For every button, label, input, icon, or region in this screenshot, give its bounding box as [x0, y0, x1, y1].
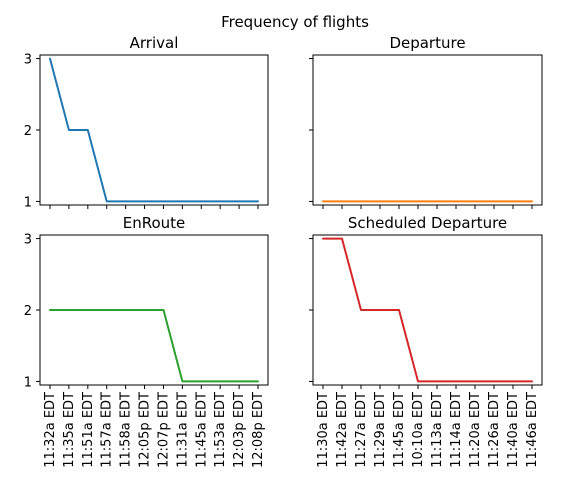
subplot-departure: Departure [309, 34, 543, 209]
subplot-title: Arrival [130, 34, 179, 52]
x-tick-label: 11:27a EDT [354, 392, 369, 468]
x-tick-label: 11:20a EDT [468, 392, 483, 468]
y-tick-label: 2 [24, 304, 32, 319]
y-tick-label: 1 [24, 195, 32, 210]
subplot-enroute: EnRoute 1 2 3 11:32a EDT 11:35a EDT 11:51a EDT… [24, 214, 269, 468]
x-tick-label: 11:13a EDT [430, 392, 445, 468]
y-tick-label: 1 [24, 375, 32, 390]
x-tick-label: 11:35a EDT [62, 392, 77, 468]
subplot-title: Scheduled Departure [348, 214, 507, 232]
subplot-title: Departure [389, 34, 465, 52]
x-tick-label: 11:58a EDT [119, 392, 134, 468]
series-line [49, 57, 259, 203]
subplot-scheduled-departure: Scheduled Departure 11:30a EDT 11:42a EDT 1… [309, 214, 543, 468]
y-tick-label: 3 [24, 233, 32, 248]
y-tick-label: 3 [24, 53, 32, 68]
x-tick-label: 11:45a EDT [392, 392, 407, 468]
x-tick-label: 11:46a EDT [525, 392, 540, 468]
axes-frame [312, 54, 543, 206]
x-tick-label: 11:40a EDT [506, 392, 521, 468]
x-tick-label: 11:53a EDT [213, 392, 228, 468]
x-tick-label: 12:08p EDT [251, 392, 266, 468]
x-tick-label: 11:14a EDT [449, 392, 464, 468]
x-tick-label: 11:51a EDT [81, 392, 96, 468]
x-tick-label: 11:30a EDT [316, 392, 331, 468]
x-tick-label: 11:45a EDT [194, 392, 209, 468]
y-tick-label: 2 [24, 124, 32, 139]
x-tick-label: 10:10a EDT [411, 392, 426, 468]
x-tick-label: 12:07p EDT [156, 392, 171, 468]
series-line [322, 237, 533, 383]
x-tick-label: 11:32a EDT [43, 392, 58, 468]
figure-title: Frequency of flights [221, 13, 369, 31]
x-tick-label: 11:29a EDT [373, 392, 388, 468]
x-tick-label: 11:31a EDT [175, 392, 190, 468]
subplot-grid: Arrival 1 2 3 Departure EnRoute 1 2 3 11:32a EDT 1… [24, 34, 543, 468]
subplot-arrival: Arrival 1 2 3 [24, 34, 269, 210]
x-tick-label: 11:26a EDT [487, 392, 502, 468]
x-tick-label: 12:05p EDT [138, 392, 153, 468]
subplot-title: EnRoute [123, 214, 186, 232]
x-tick-label: 11:42a EDT [335, 392, 350, 468]
x-tick-label: 12:03p EDT [232, 392, 247, 468]
series-line [49, 309, 259, 383]
x-tick-label: 11:57a EDT [100, 392, 115, 468]
